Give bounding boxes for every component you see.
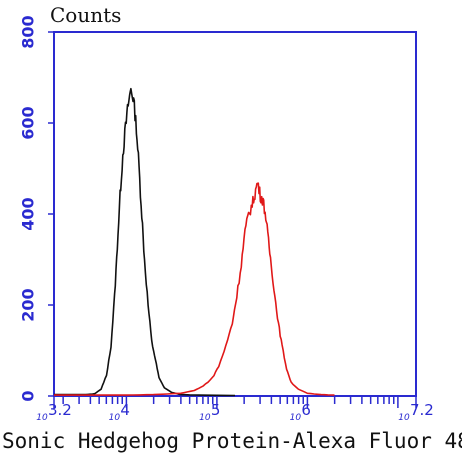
x-tick-exponent: 6 [301,401,311,419]
plot-frame [53,31,417,397]
x-tick-base: 10 [199,413,211,423]
y-tick-label: 800 [19,15,38,48]
x-tick-label: 10 7.2 [398,401,434,423]
y-axis-ticks: 0 200 400 600 800 [19,15,54,402]
x-tick-exponent: 5 [211,401,221,419]
x-tick-exponent: 7.2 [410,401,434,419]
x-tick-exponent: 3.2 [48,401,72,419]
x-tick-base: 10 [36,413,48,423]
x-tick-exponent: 4 [120,401,130,419]
x-tick-base: 10 [290,413,302,423]
series-layer [54,87,335,397]
y-tick-label: 600 [19,106,38,139]
x-axis-ticks: 10 3.2 10 4 10 5 10 6 10 7.2 [36,396,434,423]
y-tick-label: 400 [19,197,38,230]
x-tick-label: 10 3.2 [36,401,72,423]
x-axis-label: Sonic Hedgehog Protein-Alexa Fluor 488 [2,429,462,453]
x-tick-label: 10 6 [290,401,311,423]
y-axis-label: Counts [50,3,121,27]
x-tick-base: 10 [398,413,410,423]
y-tick-label: 200 [19,288,38,321]
x-tick-label: 10 4 [109,401,130,423]
histogram-series-2 [54,182,335,396]
x-tick-label: 10 5 [199,401,220,423]
y-tick-label: 0 [19,390,38,401]
histogram-series-1 [54,87,236,397]
x-tick-base: 10 [109,413,121,423]
